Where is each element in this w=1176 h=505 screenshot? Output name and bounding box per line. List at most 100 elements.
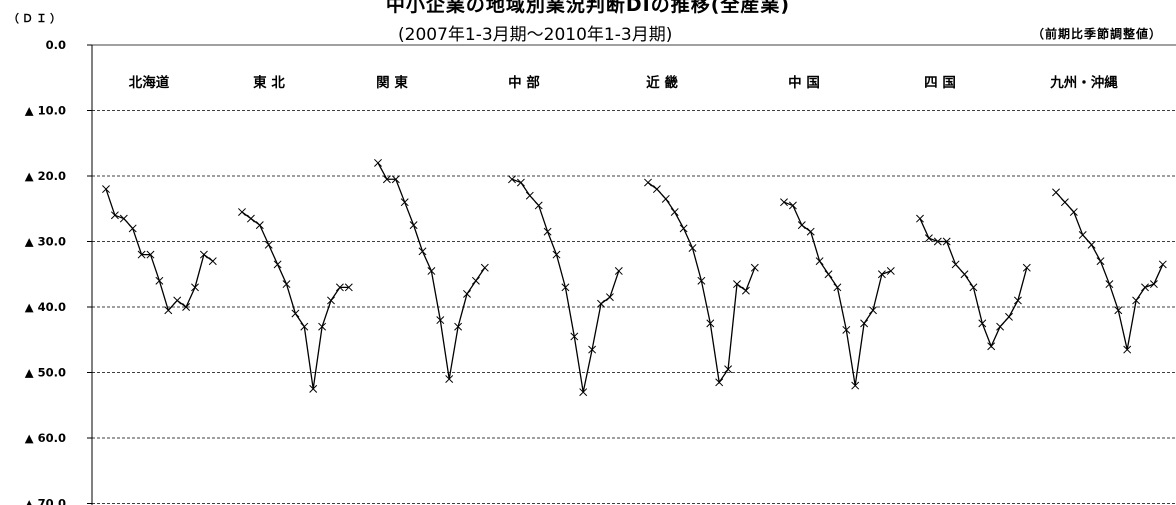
- x-marker-stroke: [374, 158, 382, 167]
- x-marker-stroke: [588, 345, 597, 354]
- x-marker-stroke: [833, 283, 842, 292]
- series-group: [508, 175, 623, 397]
- x-marker-stroke: [400, 198, 409, 207]
- series-line: [511, 178, 620, 393]
- x-marker-stroke: [146, 250, 155, 259]
- x-marker-stroke: [597, 299, 605, 308]
- data-point: [588, 345, 597, 354]
- data-point: [806, 227, 815, 236]
- x-marker-stroke: [815, 257, 824, 266]
- data-point: [1132, 296, 1141, 305]
- data-point: [597, 299, 605, 308]
- x-marker-stroke: [436, 316, 445, 325]
- x-marker-stroke: [110, 211, 119, 220]
- x-marker-stroke: [391, 175, 400, 184]
- data-point: [1141, 283, 1149, 292]
- x-marker-stroke: [806, 227, 815, 236]
- data-point: [255, 221, 264, 230]
- region-label: 四 国: [924, 75, 956, 91]
- data-point: [886, 267, 895, 275]
- data-point: [842, 325, 851, 334]
- x-marker-stroke: [1158, 260, 1167, 269]
- x-marker-stroke: [1105, 280, 1114, 289]
- data-point: [534, 201, 543, 210]
- region-label: 九州・沖縄: [1049, 74, 1118, 91]
- data-point: [282, 280, 291, 289]
- region-label: 関 東: [376, 74, 408, 91]
- x-marker-stroke: [661, 194, 670, 203]
- data-point: [516, 178, 525, 187]
- data-point: [679, 224, 688, 233]
- x-marker-stroke: [860, 319, 869, 328]
- data-point: [199, 250, 208, 259]
- data-point: [824, 270, 833, 279]
- data-point: [110, 211, 119, 220]
- data-point: [238, 208, 246, 216]
- y-axis: 0.0 ▲ 10.0 ▲ 20.0 ▲ 30.0 ▲ 40.0 ▲ 50.0 ▲ 60.0 ▲…: [25, 38, 93, 505]
- x-marker-stroke: [942, 237, 951, 246]
- data-point: [788, 201, 797, 210]
- x-marker-stroke: [208, 257, 217, 266]
- data-point: [128, 224, 137, 233]
- x-marker-stroke: [191, 283, 199, 292]
- x-marker-stroke: [164, 306, 173, 315]
- data-point: [715, 378, 724, 387]
- x-marker-stroke: [327, 296, 335, 305]
- y-tick-label: ▲ 10.0: [25, 104, 66, 118]
- x-marker-stroke: [605, 293, 614, 302]
- x-marker-stroke: [1114, 306, 1123, 315]
- x-marker-stroke: [173, 296, 182, 305]
- data-point: [1052, 188, 1060, 197]
- data-point: [960, 270, 969, 279]
- x-marker-stroke: [282, 280, 291, 289]
- data-point: [471, 276, 480, 285]
- x-marker-stroke: [309, 384, 318, 393]
- data-point: [318, 322, 327, 331]
- x-marker-stroke: [102, 185, 110, 194]
- x-marker-stroke: [552, 250, 561, 259]
- x-marker-stroke: [1069, 208, 1078, 216]
- data-point: [1060, 198, 1069, 207]
- data-point: [264, 240, 273, 249]
- data-point: [273, 260, 282, 269]
- data-point: [291, 309, 300, 318]
- data-point: [164, 306, 173, 315]
- y-tick-label: ▲ 30.0: [25, 235, 66, 249]
- x-marker-stroke: [652, 185, 661, 194]
- x-marker-stroke: [199, 250, 208, 259]
- x-marker-stroke: [534, 201, 543, 210]
- x-marker-stroke: [137, 250, 146, 259]
- x-marker-stroke: [733, 280, 741, 289]
- series-line: [919, 218, 1028, 348]
- data-point: [309, 384, 318, 393]
- x-marker-stroke: [155, 276, 164, 285]
- data-point: [1114, 306, 1123, 315]
- x-marker-stroke: [877, 270, 886, 279]
- x-marker-stroke: [335, 283, 344, 292]
- data-point: [706, 319, 715, 328]
- data-point: [1078, 230, 1087, 239]
- series-line: [1055, 191, 1164, 350]
- x-marker-stroke: [182, 303, 191, 311]
- x-marker-stroke: [960, 270, 969, 279]
- series-group: [644, 178, 759, 387]
- data-point: [543, 227, 552, 236]
- x-marker-stroke: [1087, 240, 1096, 249]
- data-point: [246, 214, 255, 223]
- data-point: [454, 322, 463, 331]
- y-tick-label: ▲ 60.0: [25, 431, 66, 445]
- x-marker-stroke: [780, 198, 788, 207]
- series-group: [780, 198, 895, 390]
- x-marker-stroke: [445, 375, 454, 384]
- data-point: [815, 257, 824, 266]
- x-marker-stroke: [570, 332, 579, 341]
- x-marker-stroke: [996, 322, 1005, 331]
- data-point: [1069, 208, 1078, 216]
- x-marker-stroke: [724, 365, 733, 374]
- x-marker-stroke: [916, 214, 924, 223]
- x-marker-stroke: [463, 289, 471, 298]
- data-point: [780, 198, 788, 207]
- x-marker-stroke: [951, 260, 960, 269]
- x-marker-stroke: [1132, 296, 1141, 305]
- x-marker-stroke: [788, 201, 797, 210]
